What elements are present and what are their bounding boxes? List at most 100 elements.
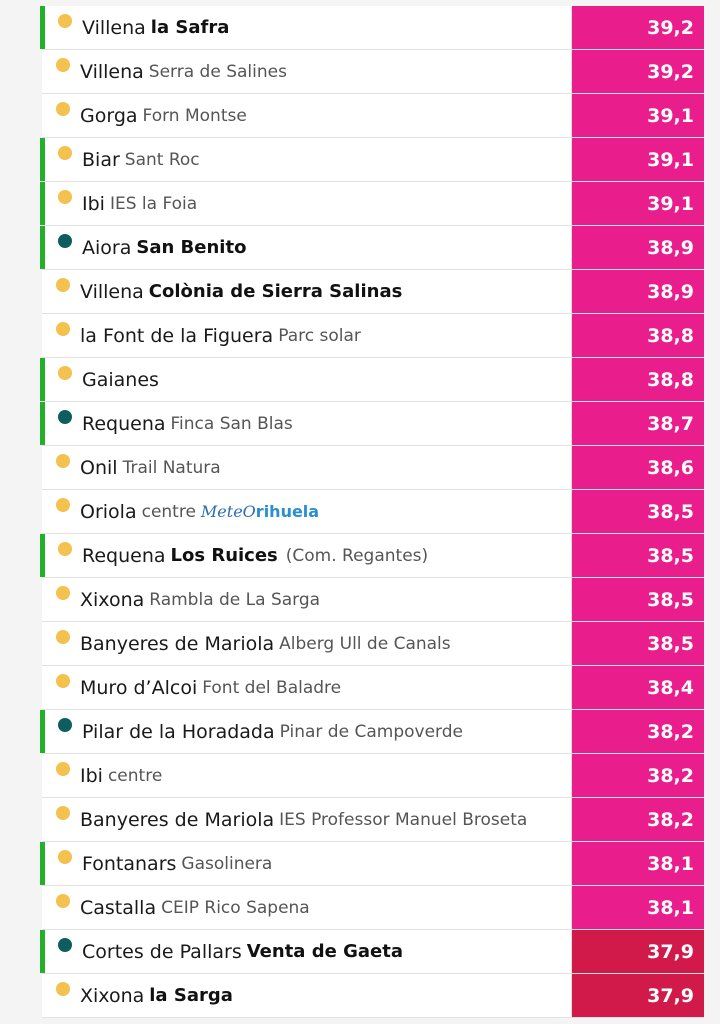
town-name: Muro d’Alcoi xyxy=(80,676,198,699)
meteorihuela-logo: MeteOrihuela xyxy=(200,501,320,521)
site-name: IES Professor Manuel Broseta xyxy=(279,809,528,830)
station-cell: Biar Sant Roc xyxy=(42,138,572,181)
station-cell: Aiora San Benito xyxy=(42,226,572,269)
town-name: Cortes de Pallars xyxy=(82,940,242,963)
yellow-dot-icon xyxy=(56,453,70,468)
town-name: Gorga xyxy=(80,104,138,127)
site-name: Parc solar xyxy=(278,325,361,346)
table-row: Oriola centre MeteOrihuela 38,5 xyxy=(42,490,704,534)
temperature-value: 39,1 xyxy=(572,138,704,181)
temperature-value: 38,9 xyxy=(572,226,704,269)
site-name: centre xyxy=(141,501,196,522)
temperature-value: 38,8 xyxy=(572,314,704,357)
station-cell: Villena Colònia de Sierra Salinas xyxy=(42,270,572,313)
site-name: Alberg Ull de Canals xyxy=(279,633,451,654)
town-name: Requena xyxy=(82,544,166,567)
table-row: Biar Sant Roc 39,1 xyxy=(40,138,704,182)
town-name: Villena xyxy=(80,60,144,83)
site-name: Serra de Salines xyxy=(148,61,287,82)
station-cell: Onil Trail Natura xyxy=(42,446,572,489)
station-cell: Banyeres de Mariola IES Professor Manuel … xyxy=(42,798,572,841)
town-name: Ibi xyxy=(82,192,105,215)
yellow-dot-icon xyxy=(56,673,70,688)
temperature-value: 39,1 xyxy=(572,182,704,225)
town-name: Oriola xyxy=(80,500,137,523)
temperature-value: 39,1 xyxy=(572,94,704,137)
town-name: Banyeres de Mariola xyxy=(80,808,275,831)
table-row: Banyeres de Mariola Alberg Ull de Canals 3… xyxy=(42,622,704,666)
station-cell: Fontanars Gasolinera xyxy=(42,842,572,885)
site-name: Finca San Blas xyxy=(170,413,293,434)
yellow-dot-icon xyxy=(58,365,72,380)
temperature-value: 38,5 xyxy=(572,490,704,533)
station-cell: Cortes de Pallars Venta de Gaeta xyxy=(42,930,572,973)
town-name: Villena xyxy=(82,16,146,39)
site-name: Colònia de Sierra Salinas xyxy=(148,281,403,302)
temperature-value: 38,5 xyxy=(572,578,704,621)
town-name: la Font de la Figuera xyxy=(80,324,274,347)
site-name: Font del Baladre xyxy=(202,677,342,698)
temperature-value: 38,2 xyxy=(572,710,704,753)
station-cell: Banyeres de Mariola Alberg Ull de Canals xyxy=(42,622,572,665)
site-name: la Sarga xyxy=(149,985,233,1006)
table-row: Requena Finca San Blas 38,7 xyxy=(40,402,704,446)
station-cell: Villena Serra de Salines xyxy=(42,50,572,93)
yellow-dot-icon xyxy=(58,541,72,556)
yellow-dot-icon xyxy=(56,761,70,776)
table-row: Aiora San Benito 38,9 xyxy=(40,226,704,270)
yellow-dot-icon xyxy=(56,585,70,600)
station-cell: Xixona la Sarga xyxy=(42,974,572,1017)
temperature-value: 38,5 xyxy=(572,622,704,665)
town-name: Pilar de la Horadada xyxy=(82,720,275,743)
station-cell: la Font de la Figuera Parc solar xyxy=(42,314,572,357)
yellow-dot-icon xyxy=(58,189,72,204)
yellow-dot-icon xyxy=(58,13,72,28)
town-name: Xixona xyxy=(80,984,145,1007)
town-name: Fontanars xyxy=(82,852,177,875)
station-cell: Gorga Forn Montse xyxy=(42,94,572,137)
site-name: IES la Foia xyxy=(109,193,198,214)
temperature-value: 37,9 xyxy=(572,974,704,1017)
town-name: Requena xyxy=(82,412,166,435)
table-row: Xixona Rambla de La Sarga 38,5 xyxy=(42,578,704,622)
town-name: Castalla xyxy=(80,896,157,919)
table-row: Castalla CEIP Rico Sapena 38,1 xyxy=(42,886,704,930)
yellow-dot-icon xyxy=(56,497,70,512)
teal-dot-icon xyxy=(58,717,72,732)
yellow-dot-icon xyxy=(56,893,70,908)
table-row: Ibi centre 38,2 xyxy=(42,754,704,798)
station-cell: Castalla CEIP Rico Sapena xyxy=(42,886,572,929)
station-cell: Pilar de la Horadada Pinar de Campoverde xyxy=(42,710,572,753)
site-name: Forn Montse xyxy=(142,105,247,126)
site-name: Trail Natura xyxy=(122,457,221,478)
yellow-dot-icon xyxy=(56,981,70,996)
site-name: CEIP Rico Sapena xyxy=(161,897,310,918)
temperature-value: 38,5 xyxy=(572,534,704,577)
table-row: Villena la Safra 39,2 xyxy=(40,6,704,50)
town-name: Banyeres de Mariola xyxy=(80,632,275,655)
yellow-dot-icon xyxy=(56,277,70,292)
temperature-table: Villena la Safra 39,2 Villena Serra de Salin… xyxy=(40,6,704,1018)
site-name: Sant Roc xyxy=(124,149,200,170)
table-row: Requena Los Ruices (Com. Regantes) 38,5 xyxy=(40,534,704,578)
site-name: Venta de Gaeta xyxy=(246,941,403,962)
table-row: Muro d’Alcoi Font del Baladre 38,4 xyxy=(42,666,704,710)
table-row: Villena Serra de Salines 39,2 xyxy=(42,50,704,94)
temperature-value: 38,4 xyxy=(572,666,704,709)
table-row: Fontanars Gasolinera 38,1 xyxy=(40,842,704,886)
site-name: centre xyxy=(107,765,163,786)
station-cell: Ibi centre xyxy=(42,754,572,797)
town-name: Onil xyxy=(80,456,118,479)
town-name: Villena xyxy=(80,280,144,303)
town-name: Xixona xyxy=(80,588,145,611)
temperature-value: 39,2 xyxy=(572,6,704,49)
station-cell: Ibi IES la Foia xyxy=(42,182,572,225)
table-row: Banyeres de Mariola IES Professor Manuel … xyxy=(42,798,704,842)
yellow-dot-icon xyxy=(56,629,70,644)
teal-dot-icon xyxy=(58,409,72,424)
temperature-value: 37,9 xyxy=(572,930,704,973)
temperature-value: 38,2 xyxy=(572,798,704,841)
temperature-value: 38,2 xyxy=(572,754,704,797)
table-row: Villena Colònia de Sierra Salinas 38,9 xyxy=(42,270,704,314)
station-cell: Gaianes xyxy=(42,358,572,401)
